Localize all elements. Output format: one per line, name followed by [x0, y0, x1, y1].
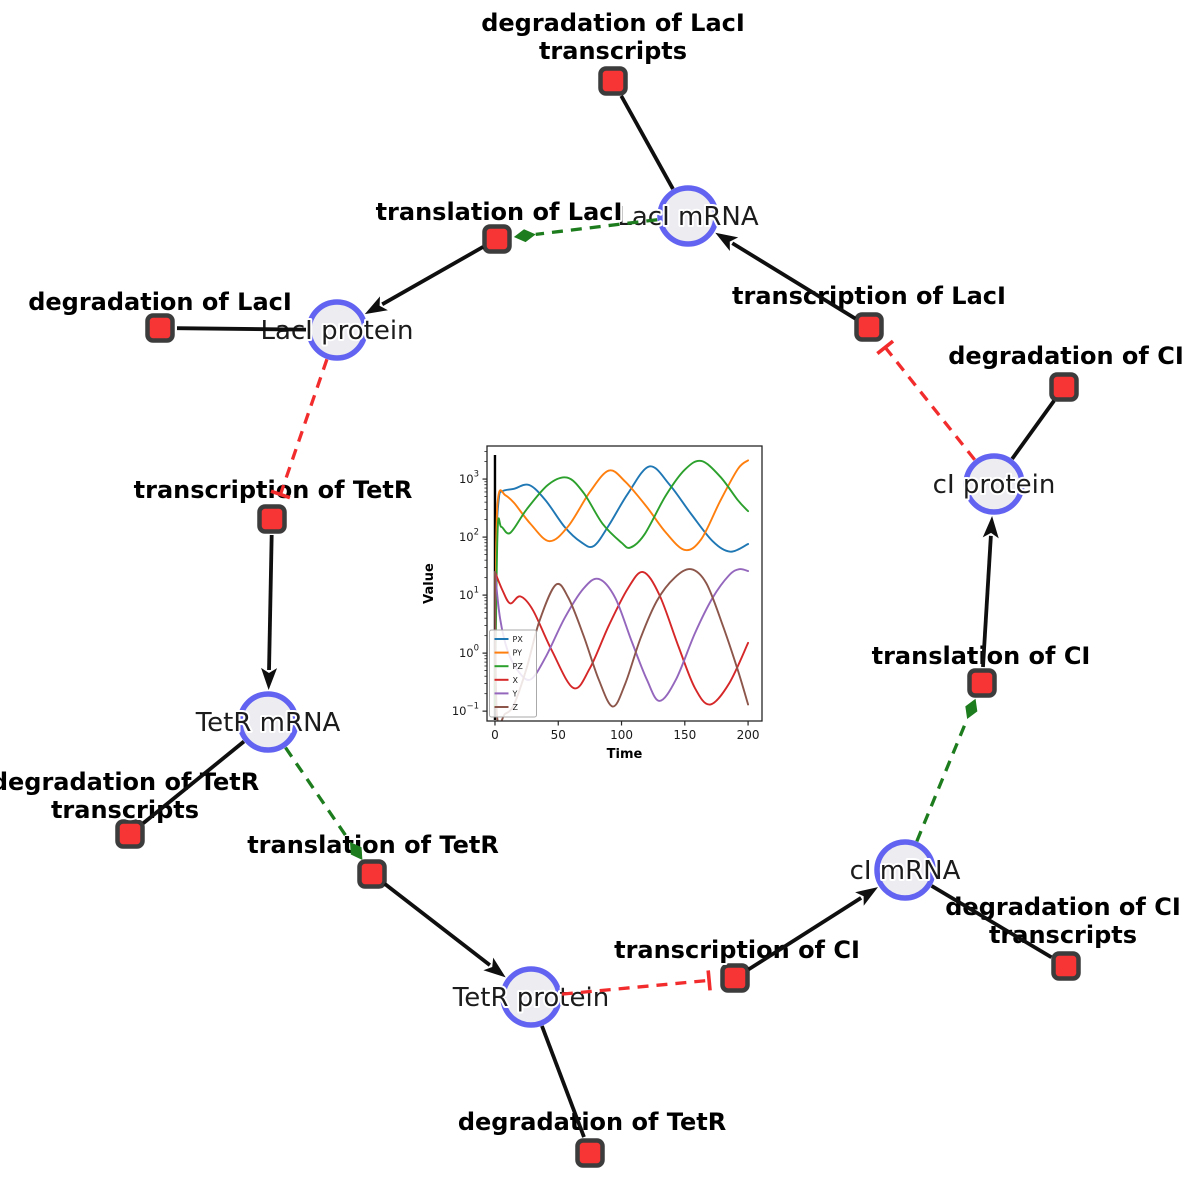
- reaction-label-degradation-of-laci-line1: degradation of LacI: [28, 288, 292, 316]
- reaction-label-degradation-of-laci-transcripts-line1: degradation of LacI: [481, 9, 745, 37]
- x-tick-label: 200: [737, 728, 760, 742]
- legend-label-PZ: PZ: [513, 662, 524, 671]
- edge-product--transcription-of-laci--laci-mrna: [715, 232, 857, 321]
- reaction-node-degradation-of-tetr-transcripts[interactable]: [115, 819, 145, 849]
- reaction-node-translation-of-tetr[interactable]: [357, 859, 387, 889]
- modifier-diamond-icon: [965, 698, 978, 720]
- reaction-label-transcription-of-laci-line1: transcription of LacI: [732, 282, 1006, 310]
- legend-label-PY: PY: [513, 649, 523, 658]
- legend-label-X: X: [513, 676, 519, 685]
- edge-product--translation-of-ci--ci-protein: [981, 515, 999, 668]
- x-tick-label: 100: [610, 728, 633, 742]
- species-node-laci-mrna[interactable]: [657, 185, 719, 247]
- edge-reactant--ci-protein--degradation-of-ci: [1010, 399, 1056, 460]
- reaction-node-degradation-of-ci-transcripts[interactable]: [1051, 951, 1081, 981]
- edge-modifier--tetr-mrna--translation-of-tetr: [284, 746, 363, 860]
- legend-label-Y: Y: [512, 689, 518, 698]
- arrowhead-icon: [982, 515, 999, 539]
- edge-product--translation-of-laci--laci-protein: [364, 245, 485, 315]
- edge-reactant--laci-protein--degradation-of-laci: [176, 326, 307, 332]
- reaction-label-translation-of-ci-line1: translation of CI: [872, 642, 1091, 670]
- chart-series-PZ: [494, 459, 750, 708]
- chart-ylabel: Value: [422, 563, 437, 604]
- arrowhead-icon: [364, 296, 388, 315]
- edge-reactant--laci-mrna--degradation-of-laci-transcripts: [619, 94, 675, 190]
- x-tick-label: 150: [673, 728, 696, 742]
- x-tick-label: 50: [551, 728, 566, 742]
- edge-product--translation-of-tetr--tetr-protein: [383, 882, 506, 978]
- arrowhead-icon: [855, 887, 878, 906]
- reaction-node-transcription-of-tetr[interactable]: [257, 504, 287, 534]
- edge-modifier--ci-mrna--translation-of-ci: [915, 698, 978, 842]
- species-label-ci-mrna: cI mRNA: [850, 856, 961, 886]
- edge-reactant--tetr-mrna--degradation-of-tetr-transcripts: [142, 740, 246, 825]
- y-tick-label: 10−1: [452, 702, 479, 719]
- reaction-label-degradation-of-laci-transcripts-line2: transcripts: [539, 37, 687, 65]
- species-label-tetr-protein: TetR protein: [452, 983, 609, 1013]
- species-node-ci-protein[interactable]: [963, 453, 1025, 515]
- inhibitor-tbar-icon: [876, 339, 895, 355]
- inhibitor-tbar-icon: [706, 970, 712, 991]
- chart-series-X: [494, 571, 750, 706]
- edge-reactant--tetr-protein--degradation-of-tetr: [540, 1025, 586, 1138]
- species-label-laci-mrna: LacI mRNA: [617, 202, 758, 232]
- modifier-diamond-icon: [513, 229, 536, 243]
- edge-inhibitor--tetr-protein--transcription-of-ci: [561, 970, 712, 996]
- arrowhead-icon: [483, 957, 506, 978]
- reaction-node-transcription-of-laci[interactable]: [854, 312, 884, 342]
- chart-legend: PX PY PZ XYZ: [489, 629, 537, 718]
- chart-xlabel: Time: [607, 747, 643, 762]
- reaction-label-degradation-of-ci-line1: degradation of CI: [948, 342, 1184, 370]
- edge-reactant--ci-mrna--degradation-of-ci-transcripts: [930, 884, 1053, 959]
- reaction-label-degradation-of-tetr-transcripts-line2: transcripts: [51, 796, 199, 824]
- species-node-ci-mrna[interactable]: [874, 839, 936, 901]
- edge-product--transcription-of-ci--ci-mrna: [747, 887, 878, 972]
- reaction-node-degradation-of-ci[interactable]: [1049, 372, 1079, 402]
- y-tick-label: 103: [459, 470, 479, 487]
- nodes-layer: [115, 66, 1081, 1168]
- species-node-laci-protein[interactable]: [306, 299, 368, 361]
- edges-layer: [142, 94, 1056, 1138]
- reaction-node-degradation-of-laci[interactable]: [145, 313, 175, 343]
- y-tick-label: 101: [459, 586, 479, 603]
- chart-series-PY: [494, 459, 750, 708]
- species-label-ci-protein: cI protein: [933, 470, 1056, 500]
- reaction-node-translation-of-ci[interactable]: [967, 668, 997, 698]
- reaction-label-degradation-of-tetr-line1: degradation of TetR: [458, 1108, 726, 1136]
- reaction-node-transcription-of-ci[interactable]: [720, 963, 750, 993]
- modifier-diamond-icon: [349, 841, 363, 860]
- reaction-label-translation-of-tetr-line1: translation of TetR: [247, 831, 499, 859]
- inhibitor-tbar-icon: [270, 489, 291, 500]
- reaction-label-translation-of-laci-line1: translation of LacI: [376, 198, 623, 226]
- reaction-node-degradation-of-tetr[interactable]: [575, 1138, 605, 1168]
- legend-label-PX: PX: [513, 635, 524, 644]
- arrowhead-icon: [261, 667, 278, 691]
- edge-inhibitor--ci-protein--transcription-of-laci: [876, 339, 976, 461]
- species-label-tetr-mrna: TetR mRNA: [195, 708, 341, 738]
- species-node-tetr-mrna[interactable]: [237, 691, 299, 753]
- x-tick-label: 0: [491, 728, 499, 742]
- species-node-tetr-protein[interactable]: [500, 966, 562, 1028]
- chart-axes-box: [486, 445, 763, 722]
- reaction-label-degradation-of-tetr-transcripts-line1: degradation of TetR: [0, 768, 259, 796]
- reaction-node-translation-of-laci[interactable]: [482, 224, 512, 254]
- edge-product--transcription-of-tetr--tetr-mrna: [261, 534, 278, 691]
- reaction-node-degradation-of-laci-transcripts[interactable]: [598, 66, 628, 96]
- edge-modifier--laci-mrna--translation-of-laci: [513, 218, 658, 243]
- y-tick-label: 100: [459, 644, 479, 661]
- reaction-label-transcription-of-ci-line1: transcription of CI: [614, 936, 860, 964]
- legend-label-Z: Z: [513, 703, 519, 712]
- arrowhead-icon: [715, 232, 739, 252]
- edge-inhibitor--laci-protein--transcription-of-tetr: [270, 358, 329, 500]
- y-tick-label: 102: [459, 528, 479, 545]
